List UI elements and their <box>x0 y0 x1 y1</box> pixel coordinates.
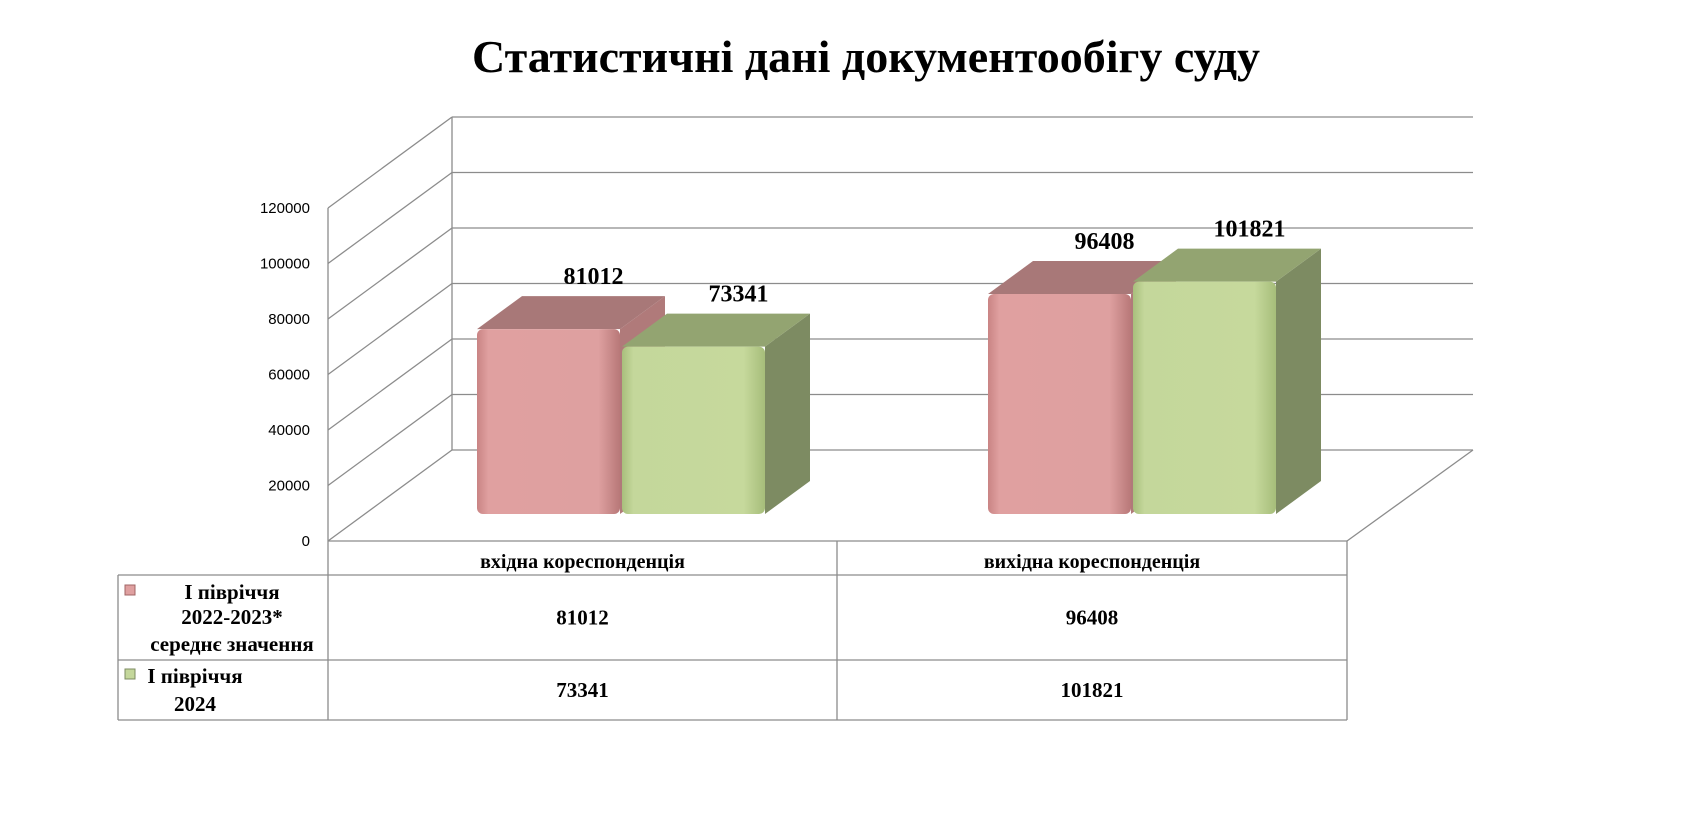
bar-front <box>988 294 1131 514</box>
legend-label: І півріччя <box>147 664 242 688</box>
legend-key <box>124 584 136 596</box>
table-cell: 73341 <box>556 678 609 702</box>
bar <box>622 313 810 514</box>
bar <box>1133 248 1321 514</box>
side-gridline <box>327 282 453 376</box>
legend-label: середнє значення <box>150 632 314 656</box>
table-cell: 81012 <box>556 606 609 630</box>
legend-key <box>124 668 136 680</box>
side-gridline <box>327 338 453 431</box>
y-tick-label: 60000 <box>268 367 310 384</box>
side-gridline <box>327 171 453 265</box>
bar-side <box>1276 248 1321 514</box>
y-tick-label: 20000 <box>268 478 310 495</box>
data-table: вхідна кореспонденція вихідна кореспонден… <box>117 541 1348 721</box>
data-label: 101821 <box>1214 217 1286 243</box>
y-axis-ticks: 0 20000 40000 60000 80000 100000 120000 <box>260 200 310 550</box>
bar-side <box>765 313 810 514</box>
bar-front <box>622 346 765 514</box>
floor-right-edge <box>1346 449 1474 542</box>
data-label: 81012 <box>564 264 624 290</box>
side-gridline <box>327 116 453 209</box>
chart-title: Статистичні дані документообігу суду <box>472 31 1260 82</box>
bar-top <box>622 313 810 347</box>
legend-label: І півріччя <box>184 580 279 604</box>
legend-label: 2024 <box>174 692 217 716</box>
bar-front <box>1133 281 1276 514</box>
side-gridline <box>327 393 453 487</box>
table-cell: 96408 <box>1066 606 1119 630</box>
bars <box>477 248 1321 514</box>
category-label: вхідна кореспонденція <box>480 551 685 573</box>
y-tick-label: 80000 <box>268 311 310 328</box>
bar-top <box>988 261 1176 294</box>
side-gridline <box>327 227 453 320</box>
y-tick-label: 120000 <box>260 200 310 217</box>
y-tick-label: 0 <box>302 533 310 550</box>
side-gridline <box>327 449 453 542</box>
bar-top <box>477 296 665 330</box>
bar-top <box>1133 248 1321 282</box>
data-label: 96408 <box>1075 229 1135 255</box>
legend-label: 2022-2023* <box>181 605 283 629</box>
data-labels: 81012 73341 96408 101821 <box>564 217 1286 308</box>
bar-front <box>477 329 620 514</box>
y-tick-label: 100000 <box>260 256 310 273</box>
category-label: вихідна кореспонденція <box>984 551 1201 573</box>
data-label: 73341 <box>709 282 769 308</box>
table-cell: 101821 <box>1061 678 1124 702</box>
y-tick-label: 40000 <box>268 422 310 439</box>
